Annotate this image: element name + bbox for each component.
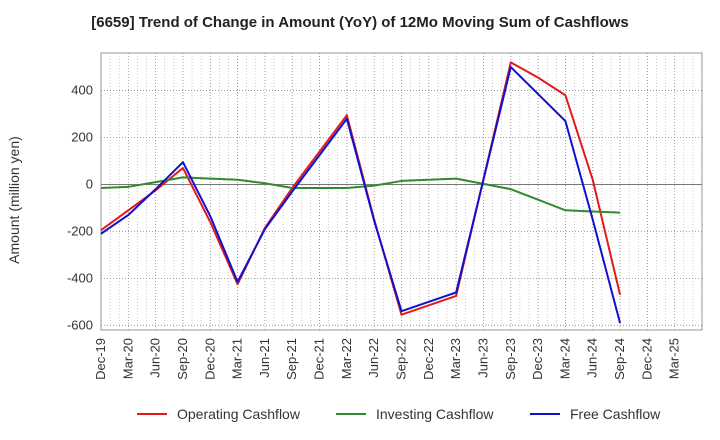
x-tick-label: Dec-23 — [530, 338, 545, 380]
y-tick-label: 400 — [71, 83, 93, 98]
chart-title: [6659] Trend of Change in Amount (YoY) o… — [91, 14, 629, 31]
x-tick-label: Sep-20 — [175, 338, 190, 380]
x-tick-label: Jun-22 — [366, 338, 381, 378]
x-tick-label: Dec-21 — [312, 338, 327, 380]
x-tick-label: Jun-23 — [475, 338, 490, 378]
legend-label: Free Cashflow — [570, 406, 661, 422]
x-tick-label: Sep-22 — [394, 338, 409, 380]
x-tick-label: Dec-22 — [421, 338, 436, 380]
x-tick-label: Jun-21 — [257, 338, 272, 378]
x-tick-label: Mar-24 — [557, 338, 572, 379]
legend-label: Investing Cashflow — [376, 406, 494, 422]
x-tick-label: Mar-20 — [120, 338, 135, 379]
x-tick-label: Dec-20 — [202, 338, 217, 380]
x-tick-label: Sep-21 — [284, 338, 299, 380]
x-tick-label: Dec-24 — [639, 338, 654, 380]
x-tick-label: Mar-25 — [667, 338, 682, 379]
x-tick-label: Mar-22 — [339, 338, 354, 379]
legend-label: Operating Cashflow — [177, 406, 301, 422]
x-tick-label: Sep-23 — [503, 338, 518, 380]
x-tick-label: Dec-19 — [93, 338, 108, 380]
x-tick-label: Mar-23 — [448, 338, 463, 379]
y-tick-label: -600 — [67, 317, 93, 332]
y-tick-label: 200 — [71, 130, 93, 145]
x-tick-label: Sep-24 — [612, 338, 627, 380]
y-tick-label: -200 — [67, 223, 93, 238]
x-tick-label: Jun-20 — [148, 338, 163, 378]
y-tick-label: -400 — [67, 270, 93, 285]
x-tick-label: Jun-24 — [585, 338, 600, 378]
y-tick-label: 0 — [86, 176, 93, 191]
x-tick-label: Mar-21 — [230, 338, 245, 379]
